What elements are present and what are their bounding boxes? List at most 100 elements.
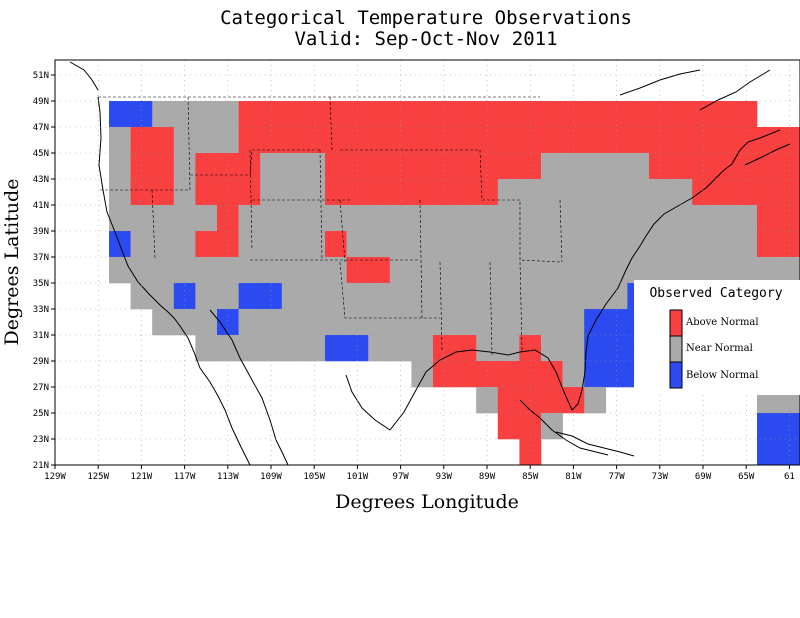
grid-cell-above-normal [281, 127, 304, 154]
legend-label-above: Above Normal [685, 317, 759, 328]
y-tick-label: 39N [33, 227, 49, 237]
y-tick-label: 49N [33, 97, 49, 107]
grid-cell-near-normal [281, 309, 304, 336]
grid-cell-below-normal [778, 439, 800, 466]
y-tick-label: 37N [33, 253, 49, 263]
grid-cell-near-normal [152, 205, 175, 232]
grid-cell-above-normal [433, 335, 455, 362]
grid-cell-near-normal [562, 283, 585, 310]
grid-cell-near-normal [152, 231, 175, 258]
grid-cell-near-normal [195, 101, 218, 128]
grid-cell-above-normal [778, 153, 800, 180]
grid-cell-near-normal [109, 205, 131, 232]
plot-area: 129W 125W 121W 117W 113W 109W 105W 101W 97W 93W 89… [33, 59, 800, 482]
grid-cell-near-normal [649, 231, 671, 258]
grid-cell-above-normal [411, 153, 434, 180]
x-tick-label: 105W [303, 472, 325, 482]
grid-cell-near-normal [497, 283, 520, 310]
grid-cell-above-normal [735, 101, 758, 128]
plot-frame [54, 59, 800, 466]
grid-cell-near-normal [411, 283, 434, 310]
grid-cell-above-normal [584, 127, 607, 154]
grid-cell-near-normal [325, 257, 347, 284]
grid-cell-near-normal [476, 309, 499, 336]
grid-cell-above-normal [238, 127, 261, 154]
grid-cell-near-normal [109, 127, 131, 154]
grid-cell-near-normal [497, 179, 520, 206]
grid-cell-below-normal [238, 283, 261, 310]
grid-cell-below-normal [605, 335, 628, 362]
grid-cell-near-normal [260, 179, 283, 206]
grid-cell-above-normal [778, 179, 800, 206]
grid-cell-near-normal [109, 179, 131, 206]
grid-cell-near-normal [476, 205, 499, 232]
grid-cell-above-normal [627, 127, 650, 154]
x-tick-label: 61 [784, 472, 795, 482]
grid-cell-near-normal [476, 335, 499, 362]
grid-cell-above-normal [217, 153, 239, 180]
grid-cell-below-normal [757, 413, 779, 440]
grid-cell-near-normal [325, 309, 347, 336]
grid-cell-near-normal [195, 309, 218, 336]
grid-cell-above-normal [454, 101, 477, 128]
grid-cell-near-normal [195, 205, 218, 232]
grid-cell-above-normal [778, 231, 800, 258]
grid-cell-above-normal [346, 153, 369, 180]
grid-cell-near-normal [454, 205, 477, 232]
grid-cell-near-normal [541, 309, 563, 336]
x-tick-label: 117W [174, 472, 196, 482]
y-axis-title: Degrees Latitude [1, 179, 23, 346]
grid-cell-near-normal [325, 205, 347, 232]
grid-cell-above-normal [692, 153, 715, 180]
grid-cell-above-normal [433, 153, 455, 180]
grid-cell-near-normal [541, 179, 563, 206]
grid-cell-above-normal [152, 179, 175, 206]
y-tick-label: 47N [33, 123, 49, 133]
x-axis-title: Degrees Longitude [335, 491, 519, 513]
grid-cell-below-normal [217, 309, 239, 336]
legend-label-near: Near Normal [686, 343, 753, 354]
grid-cell-above-normal [454, 179, 477, 206]
grid-cell-above-normal [195, 179, 218, 206]
grid-cell-near-normal [541, 205, 563, 232]
grid-cell-near-normal [368, 205, 391, 232]
x-tick-label: 97W [392, 472, 409, 482]
grid-cell-near-normal [541, 153, 563, 180]
grid-cell-near-normal [368, 231, 391, 258]
grid-cell-above-normal [368, 257, 391, 284]
grid-cell-above-normal [260, 101, 283, 128]
grid-cell-above-normal [670, 101, 693, 128]
grid-cell-near-normal [346, 309, 369, 336]
grid-cell-above-normal [433, 361, 455, 388]
grid-cell-near-normal [476, 231, 499, 258]
x-tick-label: 121W [131, 472, 153, 482]
grid-cell-above-normal [757, 153, 779, 180]
grid-cell-below-normal [605, 309, 628, 336]
grid-cell-near-normal [173, 205, 196, 232]
grid-cell-near-normal [584, 257, 607, 284]
grid-cell-above-normal [519, 361, 542, 388]
grid-cell-above-normal [757, 127, 779, 154]
grid-cell-near-normal [346, 231, 369, 258]
legend-swatch-above [669, 309, 683, 337]
grid-cell-above-normal [238, 153, 261, 180]
grid-cell-near-normal [173, 101, 196, 128]
y-tick-label: 41N [33, 201, 49, 211]
grid-cell-near-normal [389, 335, 412, 362]
grid-cell-near-normal [627, 153, 650, 180]
grid-cell-near-normal [368, 309, 391, 336]
grid-cell-near-normal [152, 283, 175, 310]
grid-cell-near-normal [152, 101, 175, 128]
grid-cell-near-normal [627, 205, 650, 232]
grid-cell-near-normal [217, 101, 239, 128]
grid-cell-near-normal [562, 231, 585, 258]
grid-cell-above-normal [497, 413, 520, 440]
grid-cell-near-normal [411, 231, 434, 258]
grid-cell-near-normal [303, 231, 326, 258]
grid-cell-near-normal [173, 153, 196, 180]
grid-cell-above-normal [627, 101, 650, 128]
grid-cell-near-normal [562, 179, 585, 206]
grid-cell-near-normal [238, 335, 261, 362]
grid-cell-above-normal [519, 335, 542, 362]
